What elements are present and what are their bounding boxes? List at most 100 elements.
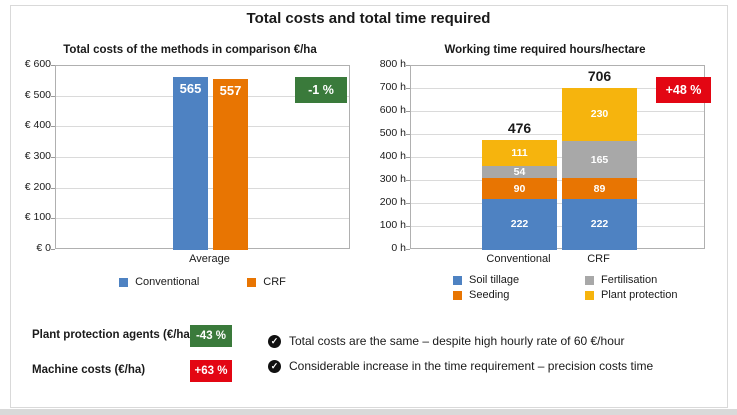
y-axis-tick-label: € 200 bbox=[24, 180, 51, 193]
legend-item: Fertilisation bbox=[585, 274, 677, 286]
y-axis-tick-label: 300 h bbox=[379, 173, 406, 185]
time-y-axis: 0 h 100 h 200 h 300 h 400 h 500 h 600 h 700 h 80… bbox=[358, 58, 406, 254]
legend-item: Soil tillage bbox=[453, 274, 585, 286]
segment-soil-tillage: 222 bbox=[482, 198, 557, 250]
legend-label: Fertilisation bbox=[601, 274, 658, 286]
legend-item: CRF bbox=[247, 276, 286, 288]
stacked-bar-conventional: 222 90 54 111 bbox=[482, 66, 557, 250]
legend-label: Plant protection bbox=[601, 289, 678, 301]
axis-tick bbox=[51, 249, 55, 250]
y-axis-tick-label: € 500 bbox=[24, 88, 51, 101]
axis-tick bbox=[51, 95, 55, 97]
metric-label: Plant protection agents (€/ha) bbox=[32, 329, 194, 341]
y-axis-tick-label: 400 h bbox=[379, 150, 406, 162]
costs-y-axis: € 0 € 100 € 200 € 300 € 400 € 500 € 600 bbox=[3, 58, 51, 254]
gridline bbox=[411, 88, 704, 89]
segment-value-label: 230 bbox=[590, 108, 609, 121]
metric-label: Machine costs (€/ha) bbox=[32, 364, 146, 376]
bullet-text: Total costs are the same – despite high … bbox=[289, 334, 625, 348]
bottom-strip bbox=[0, 409, 737, 415]
y-axis-tick-label: € 100 bbox=[24, 211, 51, 224]
gridline bbox=[411, 157, 704, 158]
bar-value-label: 557 bbox=[219, 83, 242, 99]
metric-badge: -43 % bbox=[190, 325, 232, 347]
bar-conventional: 565 bbox=[173, 76, 208, 250]
segment-plant-protection: 230 bbox=[562, 87, 637, 141]
legend-swatch bbox=[247, 277, 257, 287]
axis-tick bbox=[406, 65, 410, 66]
x-axis-category-label: CRF bbox=[587, 253, 610, 265]
segment-value-label: 90 bbox=[513, 182, 526, 195]
y-axis-tick-label: 0 h bbox=[391, 242, 406, 254]
axis-tick bbox=[51, 187, 55, 189]
y-axis-tick-label: 600 h bbox=[379, 104, 406, 116]
bar-crf: 557 bbox=[213, 79, 248, 250]
axis-tick bbox=[406, 203, 410, 204]
legend-label: Conventional bbox=[135, 276, 200, 288]
legend-swatch bbox=[585, 275, 594, 285]
axis-tick bbox=[51, 157, 55, 158]
costs-legend: Conventional CRF bbox=[55, 276, 350, 288]
axis-tick bbox=[406, 111, 410, 112]
segment-soil-tillage: 222 bbox=[562, 198, 637, 250]
y-axis-tick-label: € 0 bbox=[36, 242, 51, 254]
segment-value-label: 111 bbox=[511, 147, 528, 160]
legend-swatch bbox=[453, 275, 462, 285]
axis-tick bbox=[51, 65, 55, 66]
y-axis-tick-label: 800 h bbox=[379, 58, 406, 70]
axis-tick bbox=[406, 226, 410, 227]
segment-value-label: 222 bbox=[510, 218, 529, 231]
legend-item: Conventional bbox=[119, 276, 199, 288]
metric-badge: +63 % bbox=[190, 360, 232, 382]
legend-swatch bbox=[119, 277, 129, 287]
costs-chart-title: Total costs of the methods in comparison… bbox=[63, 44, 317, 56]
time-change-badge: +48 % bbox=[656, 77, 711, 103]
y-axis-tick-label: 700 h bbox=[379, 81, 406, 93]
x-axis-category-label: Average bbox=[189, 253, 230, 265]
x-axis-category-label: Conventional bbox=[486, 253, 551, 265]
time-legend: Soil tillage Fertilisation Seeding Plant pr… bbox=[453, 274, 677, 301]
segment-value-label: 165 bbox=[590, 153, 609, 166]
stacked-bar-crf: 222 89 165 230 bbox=[562, 66, 637, 250]
legend-swatch bbox=[585, 290, 594, 300]
time-plot-area: 222 90 54 111 476 222 89 165 230 706 bbox=[406, 65, 705, 250]
legend-item: Plant protection bbox=[585, 289, 677, 301]
legend-label: Soil tillage bbox=[469, 274, 520, 286]
gridline bbox=[411, 134, 704, 135]
time-chart-title: Working time required hours/hectare bbox=[444, 44, 646, 56]
bullet-text: Considerable increase in the time requir… bbox=[289, 359, 654, 373]
gridline bbox=[411, 111, 704, 112]
segment-value-label: 222 bbox=[590, 218, 609, 231]
bar-total-label: 476 bbox=[507, 120, 532, 137]
segment-seeding: 90 bbox=[482, 178, 557, 199]
y-axis-tick-label: € 400 bbox=[24, 119, 51, 132]
y-axis-tick-label: 200 h bbox=[379, 196, 406, 208]
y-axis-tick-label: € 600 bbox=[24, 58, 51, 70]
gridline bbox=[411, 226, 704, 227]
legend-label: Seeding bbox=[469, 289, 510, 301]
bar-total-label: 706 bbox=[587, 67, 612, 84]
legend-swatch bbox=[453, 290, 462, 300]
gridline bbox=[411, 180, 704, 181]
main-title: Total costs and total time required bbox=[246, 10, 491, 27]
y-axis-tick-label: 100 h bbox=[379, 219, 406, 231]
check-circle-icon: ✓ bbox=[268, 335, 281, 348]
costs-change-badge: -1 % bbox=[295, 77, 347, 103]
segment-fertilisation: 165 bbox=[562, 140, 637, 179]
segment-value-label: 54 bbox=[513, 166, 526, 179]
axis-tick bbox=[51, 126, 55, 128]
gridline bbox=[411, 203, 704, 204]
check-circle-icon: ✓ bbox=[268, 360, 281, 373]
segment-plant-protection: 111 bbox=[482, 140, 557, 166]
axis-tick bbox=[51, 218, 55, 220]
y-axis-tick-label: € 300 bbox=[24, 150, 51, 162]
legend-label: CRF bbox=[263, 276, 286, 288]
legend-item: Seeding bbox=[453, 289, 585, 301]
axis-tick bbox=[406, 88, 410, 89]
bar-value-label: 565 bbox=[179, 80, 202, 96]
y-axis-tick-label: 500 h bbox=[379, 127, 406, 139]
axis-tick bbox=[406, 180, 410, 181]
segment-seeding: 89 bbox=[562, 178, 637, 199]
segment-fertilisation: 54 bbox=[482, 165, 557, 179]
